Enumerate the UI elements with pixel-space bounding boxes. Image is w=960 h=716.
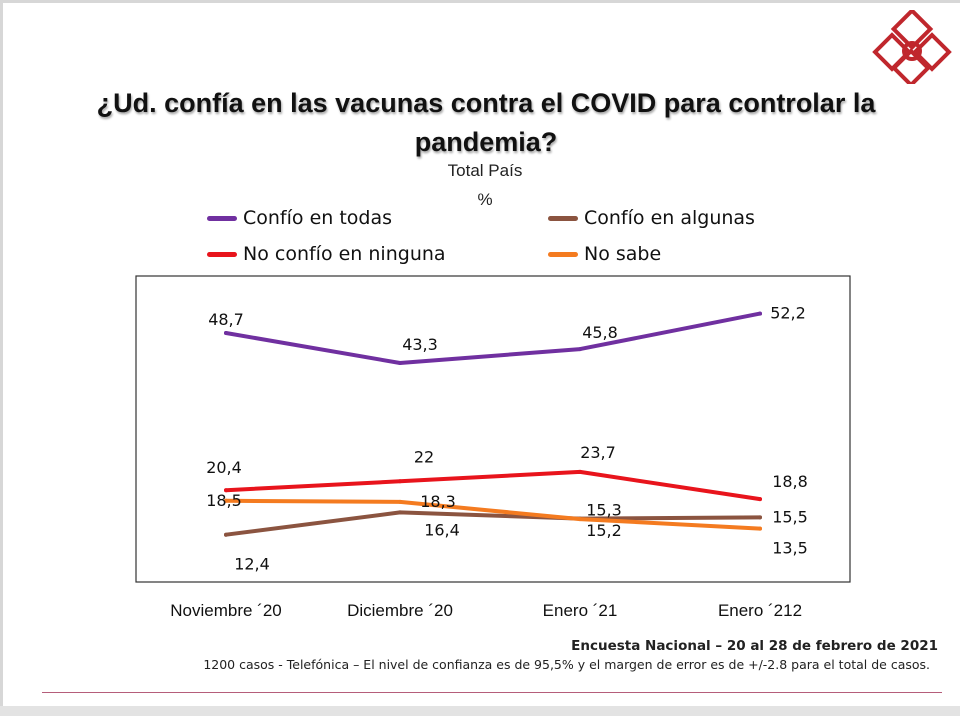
series-line-no-confio (224, 469, 762, 502)
window-left-border (0, 0, 3, 716)
unit-label: % (477, 190, 493, 209)
legend-label-confio-todas: Confío en todas (243, 207, 393, 229)
data-point-no-confio-2 (578, 469, 582, 474)
data-label-confio-todas-0: 48,7 (208, 310, 244, 329)
survey-methodology-note: 1200 casos - Telefónica – El nivel de co… (203, 657, 930, 672)
data-label-no-sabe-0: 18,5 (206, 491, 242, 510)
data-label-layer: 48,7 43,3 45,8 52,2 12,4 16,4 15,3 15,5 20,4 22 23… (206, 304, 808, 574)
data-label-no-confio-2: 23,7 (580, 443, 616, 462)
x-tick-label-3: Enero ´212 (718, 601, 802, 620)
data-point-no-confio-0 (224, 488, 228, 493)
data-label-confio-algunas-3: 15,5 (772, 507, 808, 526)
legend-swatch-confio-todas (207, 215, 237, 221)
data-point-no-sabe-0 (224, 498, 228, 503)
series-line-confio-algunas (224, 510, 762, 537)
x-axis-tick-labels: Noviembre ´20 Diciembre ´20 Enero ´21 Enero… (170, 601, 802, 620)
legend-label-confio-algunas: Confío en algunas (584, 207, 755, 229)
series-layer (224, 311, 762, 537)
data-point-no-sabe-1 (398, 499, 402, 504)
data-label-no-confio-0: 20,4 (206, 458, 242, 477)
data-label-no-confio-3: 18,8 (772, 472, 808, 491)
window-top-border (0, 0, 960, 3)
data-label-confio-algunas-1: 16,4 (424, 520, 460, 539)
x-tick-label-2: Enero ´21 (543, 601, 618, 620)
chart-title: ¿Ud. confía en las vacunas contra el COV… (96, 88, 876, 157)
data-point-confio-todas-1 (398, 361, 402, 365)
data-label-confio-algunas-2: 15,3 (586, 501, 622, 520)
data-label-confio-todas-3: 52,2 (770, 304, 806, 323)
data-label-confio-todas-2: 45,8 (582, 323, 618, 342)
series-line-confio-todas (224, 311, 762, 365)
data-point-no-sabe-2 (578, 517, 582, 522)
window-bottom-border (0, 706, 960, 716)
x-tick-label-1: Diciembre ´20 (347, 601, 453, 620)
data-point-no-confio-1 (398, 479, 402, 484)
data-point-no-confio-3 (758, 497, 762, 502)
legend-label-no-sabe: No sabe (584, 243, 662, 265)
legend-item-confio-algunas: Confío en algunas (548, 205, 755, 231)
data-point-confio-algunas-3 (758, 515, 762, 520)
legend-label-no-confio: No confío en ninguna (243, 243, 446, 265)
data-label-confio-todas-1: 43,3 (402, 335, 438, 354)
data-point-confio-todas-3 (758, 311, 762, 316)
data-point-confio-algunas-1 (398, 510, 402, 515)
legend-item-no-sabe: No sabe (548, 241, 661, 267)
survey-source: Encuesta Nacional – 20 al 28 de febrero … (571, 638, 938, 654)
chart-subtitle: Total País (447, 161, 523, 180)
data-label-no-sabe-3: 13,5 (772, 539, 808, 558)
legend-swatch-no-sabe (548, 251, 578, 257)
data-label-no-confio-1: 22 (414, 447, 434, 466)
footer-divider (42, 692, 942, 693)
legend-swatch-confio-algunas (548, 215, 578, 221)
data-point-confio-todas-2 (578, 347, 582, 352)
x-tick-label-0: Noviembre ´20 (170, 601, 282, 620)
data-label-no-sabe-2: 15,2 (586, 521, 622, 540)
legend-item-no-confio: No confío en ninguna (207, 241, 446, 267)
legend-item-confio-todas: Confío en todas (207, 205, 392, 231)
data-label-confio-algunas-0: 12,4 (234, 555, 270, 574)
data-point-no-sabe-3 (758, 526, 762, 531)
data-point-confio-algunas-0 (224, 532, 228, 537)
data-point-confio-todas-0 (224, 331, 228, 335)
data-label-no-sabe-1: 18,3 (420, 492, 456, 511)
series-line-no-sabe (224, 498, 762, 531)
company-logo-icon (872, 10, 952, 84)
legend-swatch-no-confio (207, 251, 237, 257)
